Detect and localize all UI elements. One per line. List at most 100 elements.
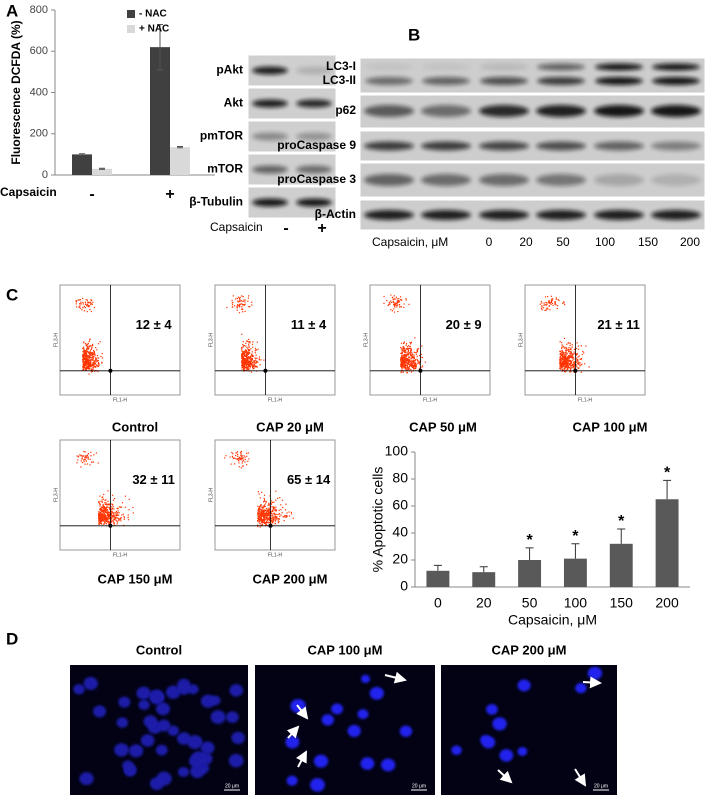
event-dot	[107, 513, 109, 515]
event-dot	[569, 360, 572, 362]
event-dot	[562, 366, 564, 368]
blot-row-label: proCaspase 9	[277, 138, 356, 152]
event-dot	[236, 304, 239, 306]
event-dot	[258, 518, 260, 520]
event-dot	[101, 506, 103, 508]
event-dot	[256, 357, 258, 359]
event-dot	[236, 307, 238, 309]
event-dot	[403, 362, 405, 364]
event-dot	[417, 362, 419, 364]
event-dot	[239, 457, 241, 459]
event-dot	[244, 360, 246, 362]
event-dot	[239, 305, 241, 307]
event-dot	[105, 499, 107, 501]
event-dot	[412, 366, 414, 369]
event-dot	[403, 354, 405, 356]
event-dot	[115, 514, 117, 516]
event-dot	[95, 361, 97, 363]
event-dot	[403, 306, 405, 308]
event-dot	[251, 364, 254, 366]
event-dot	[104, 501, 106, 504]
blot-row-label: pmTOR	[200, 129, 243, 143]
event-dot	[390, 300, 392, 302]
event-dot	[103, 516, 105, 518]
event-dot	[101, 520, 103, 522]
event-dot	[272, 501, 274, 504]
event-dot	[405, 348, 408, 350]
event-dot	[544, 304, 546, 306]
event-dot	[92, 366, 94, 368]
event-dot	[241, 357, 243, 359]
event-dot	[279, 515, 281, 517]
event-dot	[541, 309, 543, 311]
event-dot	[86, 356, 89, 358]
event-dot	[83, 310, 85, 312]
event-dot	[244, 303, 246, 305]
event-dot	[261, 511, 263, 513]
nucleus	[481, 736, 496, 749]
event-dot	[405, 349, 407, 351]
event-dot	[232, 456, 234, 459]
event-dot	[243, 352, 245, 354]
event-dot	[110, 510, 112, 512]
micrograph: 20 μm	[255, 665, 435, 795]
event-dot	[573, 366, 575, 368]
x-axis-label: Capsaicin, μM	[508, 612, 597, 628]
event-dot	[113, 508, 115, 510]
event-dot	[109, 511, 111, 513]
event-dot	[414, 337, 416, 339]
event-dot	[560, 364, 562, 366]
event-dot	[561, 366, 563, 368]
event-dot	[257, 520, 259, 522]
event-dot	[104, 507, 106, 509]
blot-band	[364, 105, 414, 117]
event-dot	[84, 359, 86, 361]
event-dot	[239, 296, 241, 298]
event-dot	[83, 350, 86, 352]
event-dot	[249, 368, 251, 370]
event-dot	[278, 518, 280, 520]
event-dot	[102, 514, 104, 516]
event-dot	[265, 522, 267, 524]
event-dot	[397, 301, 400, 303]
event-dot	[103, 511, 105, 513]
event-dot	[84, 362, 86, 364]
event-dot	[565, 353, 567, 355]
event-dot	[273, 508, 275, 510]
event-dot	[540, 300, 542, 303]
event-dot	[91, 357, 93, 359]
event-dot	[238, 457, 240, 459]
event-dot	[85, 457, 87, 459]
event-dot	[248, 343, 250, 345]
event-dot	[249, 342, 251, 344]
blot-band	[594, 210, 644, 220]
event-dot	[86, 357, 88, 360]
event-dot	[275, 509, 278, 511]
nucleus	[200, 741, 215, 755]
event-dot	[260, 509, 262, 511]
event-dot	[564, 346, 566, 348]
event-dot	[113, 519, 115, 521]
event-dot	[86, 304, 88, 306]
event-dot	[393, 305, 396, 307]
event-dot	[406, 358, 408, 360]
event-dot	[99, 505, 101, 507]
event-dot	[409, 364, 411, 366]
event-dot	[101, 510, 103, 512]
event-dot	[105, 512, 107, 514]
event-dot	[257, 348, 259, 350]
event-dot	[286, 512, 288, 514]
event-dot	[110, 521, 112, 523]
event-dot	[559, 368, 562, 370]
event-dot	[245, 355, 247, 357]
event-dot	[408, 358, 410, 360]
event-dot	[239, 458, 241, 460]
event-dot	[391, 301, 393, 303]
event-dot	[85, 303, 87, 305]
legend-swatch	[127, 10, 135, 18]
event-dot	[271, 513, 273, 515]
event-dot	[274, 509, 276, 511]
event-dot	[76, 462, 78, 464]
event-dot	[563, 351, 565, 353]
event-dot	[82, 351, 84, 353]
